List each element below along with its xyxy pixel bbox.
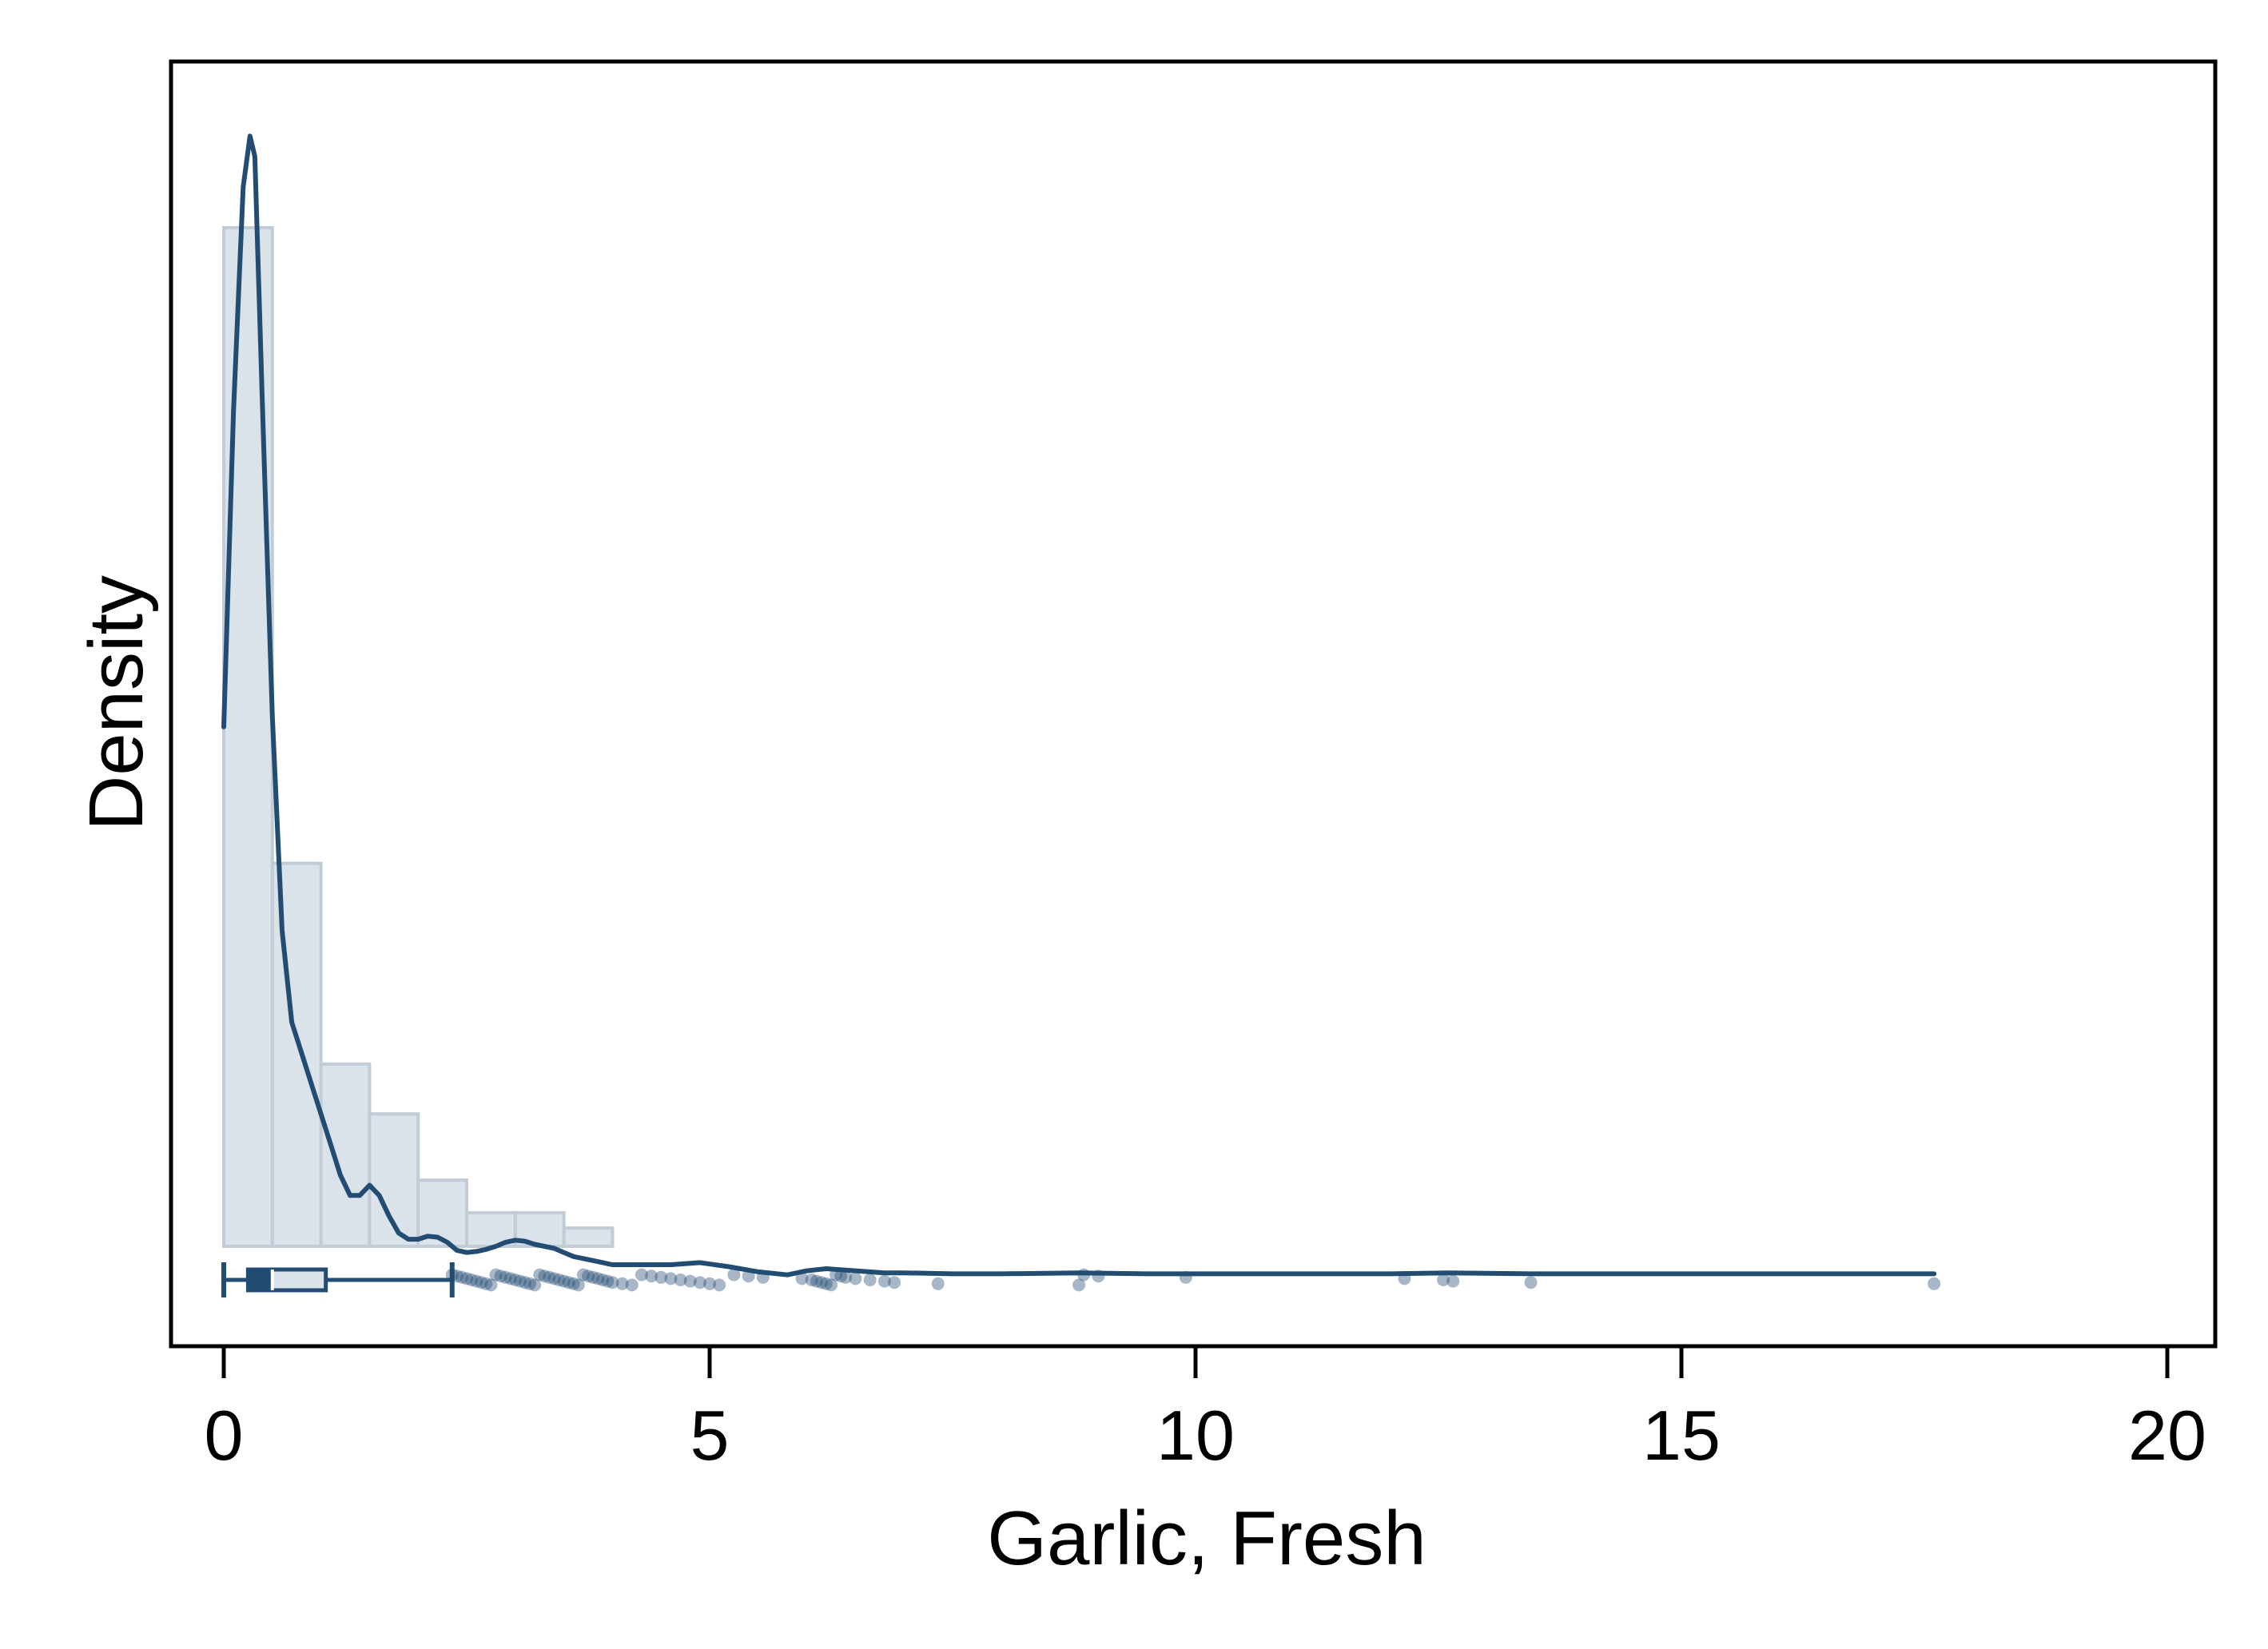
- outlier-point: [576, 1268, 590, 1281]
- outlier-point: [664, 1272, 678, 1285]
- outlier-point: [455, 1270, 468, 1284]
- outlier-point: [562, 1276, 575, 1289]
- outlier-point: [625, 1278, 639, 1292]
- outlier-point: [877, 1274, 891, 1288]
- outlier-point: [499, 1270, 512, 1284]
- outlier-point: [645, 1270, 659, 1283]
- outlier-point: [533, 1268, 547, 1281]
- outlier-point: [1446, 1274, 1460, 1288]
- density-curve-layer: [221, 133, 1937, 1277]
- outlier-points: [445, 1268, 1941, 1292]
- y-axis-label: Density: [74, 575, 159, 831]
- outlier-point: [518, 1276, 531, 1289]
- outlier-point: [538, 1270, 551, 1283]
- x-axis-ticks: 0 5 10 15 20: [205, 1346, 2206, 1475]
- outlier-point: [1524, 1276, 1538, 1289]
- x-tick-label: 15: [1642, 1396, 1721, 1475]
- outlier-point: [1928, 1277, 1941, 1290]
- outlier-point: [727, 1268, 741, 1281]
- outlier-point: [1437, 1274, 1450, 1286]
- outlier-point: [445, 1268, 459, 1281]
- x-tick-label: 10: [1156, 1396, 1235, 1475]
- outlier-point: [839, 1270, 853, 1284]
- outlier-point: [814, 1276, 828, 1289]
- histogram-bar: [562, 1226, 615, 1249]
- outlier-point: [508, 1274, 522, 1286]
- x-tick-label: 20: [2128, 1396, 2206, 1475]
- outlier-point: [596, 1274, 610, 1286]
- outlier-point: [888, 1276, 901, 1289]
- outlier-point: [567, 1277, 580, 1290]
- outlier-point: [834, 1270, 848, 1283]
- outlier-point: [655, 1270, 668, 1284]
- outlier-point: [587, 1270, 600, 1284]
- outlier-point: [543, 1270, 556, 1284]
- outlier-point: [571, 1278, 585, 1292]
- outlier-point: [703, 1277, 716, 1290]
- x-axis-label: Garlic, Fresh: [987, 1496, 1426, 1581]
- outlier-point: [849, 1272, 862, 1285]
- outlier-point: [479, 1277, 493, 1290]
- outlier-point: [863, 1274, 877, 1286]
- box-lower-half: [248, 1270, 273, 1290]
- outlier-point: [601, 1274, 615, 1288]
- plot-frame: [169, 59, 2218, 1349]
- outlier-point: [494, 1270, 507, 1283]
- outlier-point: [615, 1277, 629, 1290]
- outlier-point: [674, 1274, 687, 1286]
- outlier-point: [547, 1272, 561, 1285]
- outlier-point: [931, 1277, 945, 1290]
- outlier-point: [557, 1274, 571, 1288]
- outlier-point: [475, 1276, 488, 1289]
- outlier-point: [450, 1270, 464, 1283]
- outlier-point: [470, 1274, 483, 1288]
- outlier-point: [465, 1274, 479, 1286]
- outlier-point: [503, 1272, 517, 1285]
- outlier-point: [489, 1268, 503, 1281]
- outlier-point: [513, 1274, 527, 1288]
- outlier-point: [795, 1272, 809, 1285]
- histogram-bar: [222, 226, 274, 1248]
- outlier-point: [591, 1272, 605, 1285]
- outlier-point: [484, 1278, 498, 1292]
- box-plot: [221, 1262, 455, 1297]
- outlier-point: [635, 1268, 648, 1281]
- outlier-point: [825, 1278, 838, 1292]
- outlier-point: [819, 1277, 833, 1290]
- outlier-point: [606, 1276, 619, 1289]
- outlier-point: [1072, 1278, 1086, 1292]
- outlier-point: [552, 1274, 566, 1286]
- x-tick-label: 5: [690, 1396, 730, 1475]
- outlier-point: [460, 1272, 473, 1285]
- outlier-point: [683, 1274, 697, 1288]
- density-curve: [221, 133, 1937, 1277]
- outlier-point: [523, 1277, 537, 1290]
- outlier-point: [810, 1274, 823, 1288]
- outlier-point: [582, 1270, 595, 1283]
- histogram-bar: [319, 1062, 372, 1249]
- outlier-point: [528, 1278, 542, 1292]
- x-tick-label: 0: [205, 1396, 244, 1475]
- outlier-point: [805, 1274, 818, 1286]
- outlier-point: [713, 1278, 726, 1292]
- outlier-point: [693, 1276, 706, 1289]
